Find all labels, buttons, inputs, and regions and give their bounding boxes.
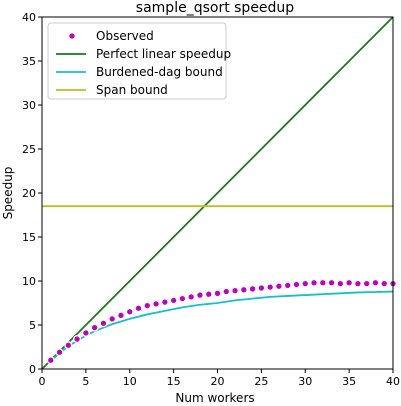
observed-point (327, 278, 336, 287)
y-tick-label: 35 (22, 55, 36, 68)
observed-point (64, 341, 73, 350)
x-tick-label: 30 (298, 375, 312, 388)
legend-label-span-bound: Span bound (96, 83, 168, 97)
x-tick-label: 25 (254, 375, 268, 388)
observed-point (187, 292, 196, 301)
y-tick-label: 10 (22, 275, 36, 288)
observed-point (274, 282, 283, 291)
chart-title: sample_qsort speedup (136, 0, 295, 16)
observed-point (310, 278, 318, 287)
observed-point (292, 280, 301, 289)
x-tick-label: 15 (167, 375, 181, 388)
observed-point (318, 278, 327, 287)
observed-point (195, 291, 204, 300)
observed-point (204, 290, 213, 299)
observed-point (213, 289, 222, 298)
observed-point (371, 278, 380, 287)
observed-point (178, 294, 187, 303)
observed-point (239, 285, 248, 294)
x-tick-label: 35 (342, 375, 356, 388)
legend-label-perfect-linear-speedup: Perfect linear speedup (96, 47, 231, 61)
observed-point (345, 278, 354, 287)
legend-label-burdened-dag-bound: Burdened-dag bound (96, 65, 223, 79)
legend-label-observed: Observed (96, 29, 154, 43)
observed-point (353, 279, 362, 288)
x-tick-label: 40 (386, 375, 400, 388)
observed-point (160, 298, 169, 307)
observed-point (73, 335, 82, 344)
observed-point (55, 348, 64, 357)
y-axis-label: Speedup (1, 167, 15, 220)
observed-point (362, 279, 371, 288)
observed-point (152, 299, 161, 308)
y-tick-label: 30 (22, 99, 36, 112)
y-tick-label: 20 (22, 187, 36, 200)
observed-point (336, 279, 345, 288)
series-line-perfect-linear-speedup (42, 17, 393, 369)
legend: Observed Perfect linear speedup Burdened-d… (47, 22, 231, 100)
y-tick-label: 40 (22, 11, 36, 24)
observed-point (99, 319, 108, 328)
observed-point (283, 281, 292, 290)
observed-point (248, 284, 257, 293)
x-axis-label: Num workers (175, 391, 254, 405)
legend-marker-observed (68, 32, 76, 40)
observed-point (222, 287, 231, 296)
observed-point (266, 283, 275, 292)
y-tick-label: 25 (22, 143, 36, 156)
x-tick-label: 5 (82, 375, 89, 388)
observed-point (301, 279, 310, 288)
x-tick-label: 10 (123, 375, 137, 388)
x-tick-label: 20 (211, 375, 225, 388)
y-tick-label: 5 (29, 319, 36, 332)
legend-box (47, 22, 227, 100)
observed-point (81, 328, 90, 337)
observed-point (46, 356, 55, 365)
x-tick-label: 0 (39, 375, 46, 388)
observed-point (231, 286, 239, 295)
observed-point (117, 311, 125, 320)
observed-point (90, 323, 99, 332)
y-tick-label: 0 (29, 363, 36, 376)
observed-point (143, 301, 152, 310)
observed-point (108, 314, 117, 323)
y-axis: 0 5 10 15 20 25 30 35 40 (22, 11, 42, 376)
observed-point (380, 279, 389, 288)
y-tick-label: 15 (22, 231, 36, 244)
observed-point (257, 284, 266, 292)
observed-point (125, 307, 134, 316)
x-axis: 0 5 10 15 20 25 30 35 40 (39, 369, 400, 388)
observed-point (134, 304, 143, 313)
observed-point (169, 296, 178, 305)
